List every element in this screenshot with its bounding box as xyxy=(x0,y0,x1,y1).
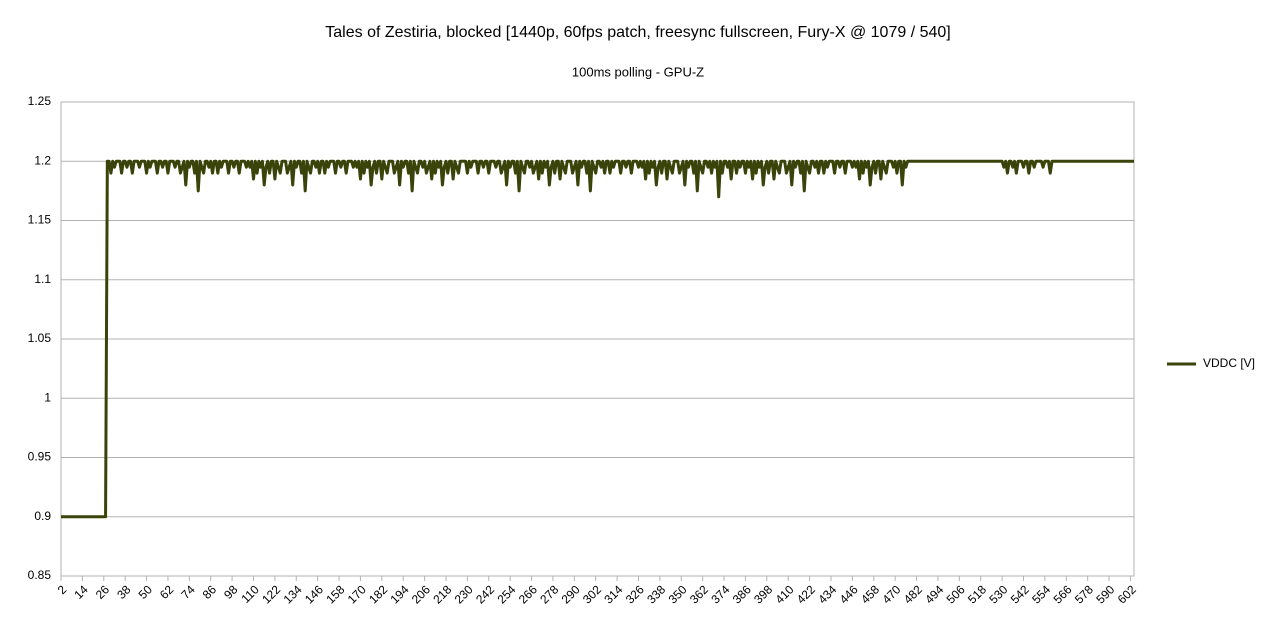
chart-subtitle: 100ms polling - GPU-Z xyxy=(572,64,704,79)
y-tick-label: 1.05 xyxy=(28,331,52,345)
y-tick-label: 0.85 xyxy=(28,568,52,582)
y-tick-label: 1.15 xyxy=(28,213,52,227)
y-tick-label: 1 xyxy=(44,390,51,404)
y-tick-label: 0.9 xyxy=(34,509,51,523)
legend-label: VDDC [V] xyxy=(1203,356,1255,370)
y-tick-label: 1.2 xyxy=(34,153,51,167)
data-line xyxy=(61,159,1134,519)
plot-frame xyxy=(60,101,1135,577)
chart-title: Tales of Zestiria, blocked [1440p, 60fps… xyxy=(325,24,950,41)
y-tick-label: 1.25 xyxy=(28,94,52,108)
y-tick-label: 0.95 xyxy=(28,450,52,464)
y-tick-label: 1.1 xyxy=(34,272,51,286)
